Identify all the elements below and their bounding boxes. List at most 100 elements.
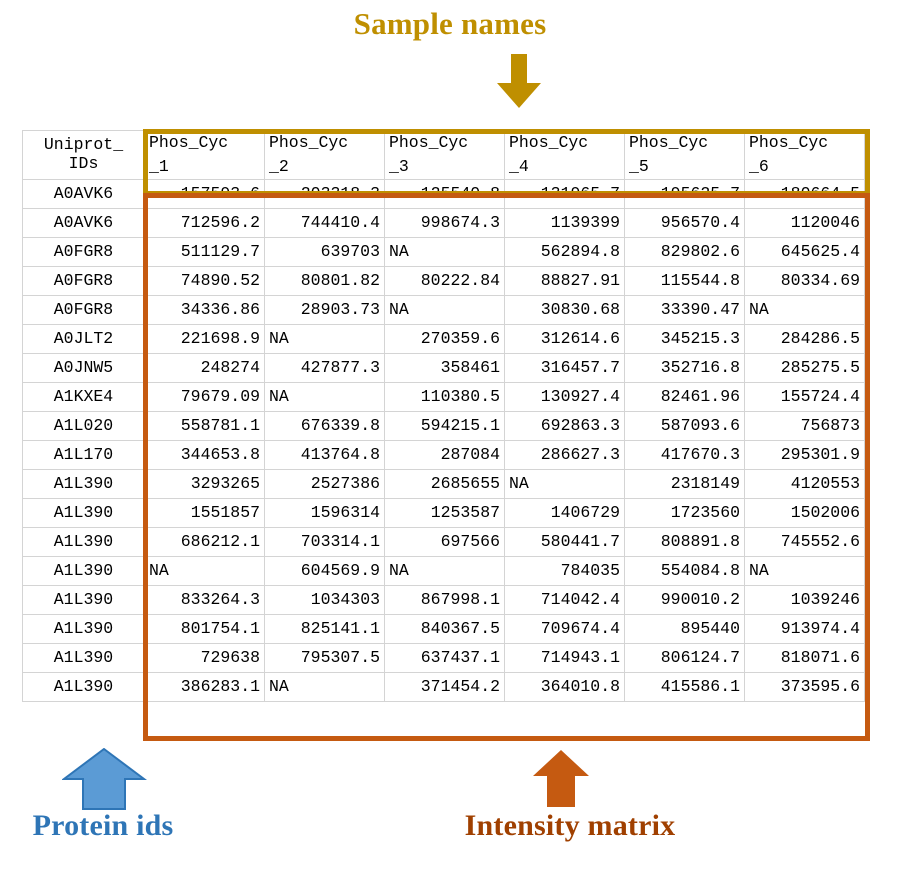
intensity-cell[interactable]: 358461 — [384, 352, 505, 383]
intensity-cell[interactable]: 74890.52 — [144, 265, 265, 296]
intensity-cell[interactable]: 1120046 — [744, 207, 865, 238]
intensity-cell[interactable]: 729638 — [144, 642, 265, 673]
intensity-cell[interactable]: 284286.5 — [744, 323, 865, 354]
intensity-cell[interactable]: 316457.7 — [504, 352, 625, 383]
protein-id-cell[interactable]: A1L390 — [22, 642, 145, 673]
intensity-cell[interactable]: 1406729 — [504, 497, 625, 528]
intensity-cell[interactable]: 709674.4 — [504, 613, 625, 644]
intensity-cell[interactable]: 795307.5 — [264, 642, 385, 673]
intensity-cell[interactable]: 697566 — [384, 526, 505, 557]
intensity-cell[interactable]: 155724.4 — [744, 381, 865, 412]
intensity-cell[interactable]: 110380.5 — [384, 381, 505, 412]
intensity-cell[interactable]: 312614.6 — [504, 323, 625, 354]
protein-id-cell[interactable]: A0FGR8 — [22, 294, 145, 325]
protein-id-cell[interactable]: A1L020 — [22, 410, 145, 441]
intensity-cell[interactable]: 287084 — [384, 439, 505, 470]
intensity-cell[interactable]: 833264.3 — [144, 584, 265, 615]
uniprot-ids-header[interactable]: Uniprot_ IDs — [22, 130, 145, 180]
intensity-cell[interactable]: 180664.5 — [744, 178, 865, 209]
intensity-cell-na[interactable]: NA — [264, 671, 385, 702]
intensity-cell[interactable]: 511129.7 — [144, 236, 265, 267]
column-header-phos-cyc-5[interactable]: Phos_Cyc _5 — [624, 130, 745, 180]
intensity-cell[interactable]: 345215.3 — [624, 323, 745, 354]
column-header-phos-cyc-2[interactable]: Phos_Cyc _2 — [264, 130, 385, 180]
intensity-cell[interactable]: 130927.4 — [504, 381, 625, 412]
intensity-cell[interactable]: 1039246 — [744, 584, 865, 615]
intensity-cell-na[interactable]: NA — [264, 323, 385, 354]
intensity-cell[interactable]: 33390.47 — [624, 294, 745, 325]
protein-id-cell[interactable]: A1L390 — [22, 526, 145, 557]
intensity-cell[interactable]: 352716.8 — [624, 352, 745, 383]
protein-id-cell[interactable]: A0JLT2 — [22, 323, 145, 354]
intensity-cell[interactable]: 956570.4 — [624, 207, 745, 238]
intensity-cell-na[interactable]: NA — [744, 555, 865, 586]
intensity-cell[interactable]: 286627.3 — [504, 439, 625, 470]
intensity-cell[interactable]: 4120553 — [744, 468, 865, 499]
intensity-cell[interactable]: 745552.6 — [744, 526, 865, 557]
spreadsheet-table-wrapper[interactable]: Uniprot_ IDs Phos_Cyc _1 Phos_Cyc _2 Pho… — [22, 130, 865, 702]
intensity-cell[interactable]: 703314.1 — [264, 526, 385, 557]
intensity-cell[interactable]: 30830.68 — [504, 294, 625, 325]
protein-id-cell[interactable]: A1L390 — [22, 468, 145, 499]
intensity-cell[interactable]: 825141.1 — [264, 613, 385, 644]
intensity-cell[interactable]: 714943.1 — [504, 642, 625, 673]
column-header-phos-cyc-3[interactable]: Phos_Cyc _3 — [384, 130, 505, 180]
intensity-cell[interactable]: 79679.09 — [144, 381, 265, 412]
intensity-cell[interactable]: 131965.7 — [504, 178, 625, 209]
protein-id-cell[interactable]: A1L390 — [22, 671, 145, 702]
intensity-cell[interactable]: 195625.7 — [624, 178, 745, 209]
intensity-cell[interactable]: 562894.8 — [504, 236, 625, 267]
intensity-cell[interactable]: 808891.8 — [624, 526, 745, 557]
intensity-cell[interactable]: 34336.86 — [144, 294, 265, 325]
intensity-cell[interactable]: 386283.1 — [144, 671, 265, 702]
intensity-cell[interactable]: 676339.8 — [264, 410, 385, 441]
intensity-cell[interactable]: 80334.69 — [744, 265, 865, 296]
protein-id-cell[interactable]: A1L390 — [22, 555, 145, 586]
intensity-cell[interactable]: 840367.5 — [384, 613, 505, 644]
intensity-cell[interactable]: 829802.6 — [624, 236, 745, 267]
intensity-cell[interactable]: 806124.7 — [624, 642, 745, 673]
intensity-cell[interactable]: 1596314 — [264, 497, 385, 528]
intensity-cell[interactable]: 88827.91 — [504, 265, 625, 296]
protein-id-cell[interactable]: A1L390 — [22, 497, 145, 528]
intensity-cell[interactable]: 270359.6 — [384, 323, 505, 354]
intensity-cell[interactable]: 285275.5 — [744, 352, 865, 383]
intensity-cell[interactable]: 80222.84 — [384, 265, 505, 296]
intensity-cell[interactable]: 1253587 — [384, 497, 505, 528]
intensity-cell[interactable]: 712596.2 — [144, 207, 265, 238]
intensity-cell[interactable]: 203318.3 — [264, 178, 385, 209]
protein-id-cell[interactable]: A1L390 — [22, 584, 145, 615]
intensity-cell[interactable]: 125540.8 — [384, 178, 505, 209]
intensity-cell[interactable]: 744410.4 — [264, 207, 385, 238]
intensity-cell[interactable]: 692863.3 — [504, 410, 625, 441]
intensity-cell[interactable]: 714042.4 — [504, 584, 625, 615]
intensity-cell[interactable]: 1034303 — [264, 584, 385, 615]
intensity-cell-na[interactable]: NA — [504, 468, 625, 499]
intensity-cell[interactable]: 604569.9 — [264, 555, 385, 586]
intensity-cell[interactable]: 639703 — [264, 236, 385, 267]
protein-id-cell[interactable]: A0FGR8 — [22, 236, 145, 267]
intensity-cell[interactable]: 554084.8 — [624, 555, 745, 586]
intensity-cell[interactable]: 295301.9 — [744, 439, 865, 470]
intensity-cell-na[interactable]: NA — [744, 294, 865, 325]
intensity-cell[interactable]: 784035 — [504, 555, 625, 586]
intensity-cell[interactable]: 990010.2 — [624, 584, 745, 615]
intensity-cell[interactable]: 371454.2 — [384, 671, 505, 702]
intensity-cell[interactable]: 248274 — [144, 352, 265, 383]
intensity-cell[interactable]: 373595.6 — [744, 671, 865, 702]
intensity-cell[interactable]: 558781.1 — [144, 410, 265, 441]
intensity-cell[interactable]: 686212.1 — [144, 526, 265, 557]
intensity-cell[interactable]: 115544.8 — [624, 265, 745, 296]
intensity-cell[interactable]: 2527386 — [264, 468, 385, 499]
protein-id-cell[interactable]: A0AVK6 — [22, 207, 145, 238]
intensity-cell[interactable]: 1502006 — [744, 497, 865, 528]
intensity-cell[interactable]: 3293265 — [144, 468, 265, 499]
intensity-cell[interactable]: 427877.3 — [264, 352, 385, 383]
intensity-cell[interactable]: 364010.8 — [504, 671, 625, 702]
intensity-cell[interactable]: 2318149 — [624, 468, 745, 499]
intensity-cell-na[interactable]: NA — [144, 555, 265, 586]
protein-id-cell[interactable]: A0JNW5 — [22, 352, 145, 383]
intensity-cell[interactable]: 594215.1 — [384, 410, 505, 441]
intensity-cell[interactable]: 580441.7 — [504, 526, 625, 557]
intensity-cell[interactable]: 895440 — [624, 613, 745, 644]
